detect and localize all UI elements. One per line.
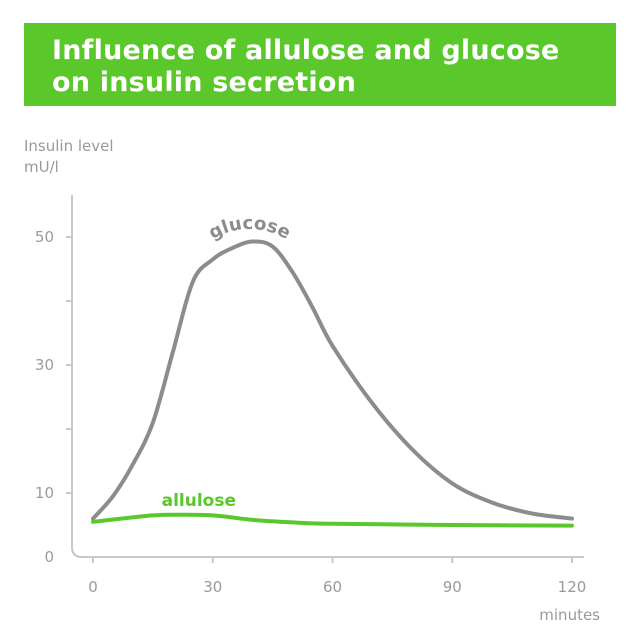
x-tick-label: 60 <box>323 578 342 596</box>
x-tick-label: 120 <box>558 578 587 596</box>
axis-lines <box>71 195 584 558</box>
series-line-glucose <box>91 239 574 521</box>
x-tick-label: 90 <box>443 578 462 596</box>
title-banner: Influence of allulose and glucose on ins… <box>24 23 616 106</box>
series-label-glucose: glucose <box>205 213 294 244</box>
y-axis-label-line1: Insulin level <box>24 137 114 155</box>
series-line-allulose <box>91 512 574 528</box>
chart-axes <box>71 195 584 558</box>
series-label-allulose: allulose <box>162 491 236 511</box>
y-tick-label: 30 <box>35 356 54 374</box>
chart-series <box>91 239 574 528</box>
x-axis-label: minutes <box>539 606 600 624</box>
y-tick-label: 10 <box>35 484 54 502</box>
y-zero-label: 0 <box>44 548 54 566</box>
chart-ticks: 10 30 50 0 0 30 60 90 120 minutes <box>35 228 600 624</box>
x-tick-label: 30 <box>203 578 222 596</box>
chart-series-labels: glucose allulose <box>162 213 294 511</box>
series-label-glucose-text: glucose <box>205 213 294 244</box>
y-tick-label: 50 <box>35 228 54 246</box>
x-tick-label: 0 <box>88 578 98 596</box>
y-axis-label-unit: mU/l <box>24 158 59 176</box>
chart-title: Influence of allulose and glucose on ins… <box>52 35 560 98</box>
y-axis-label: Insulin level mU/l <box>24 136 114 178</box>
